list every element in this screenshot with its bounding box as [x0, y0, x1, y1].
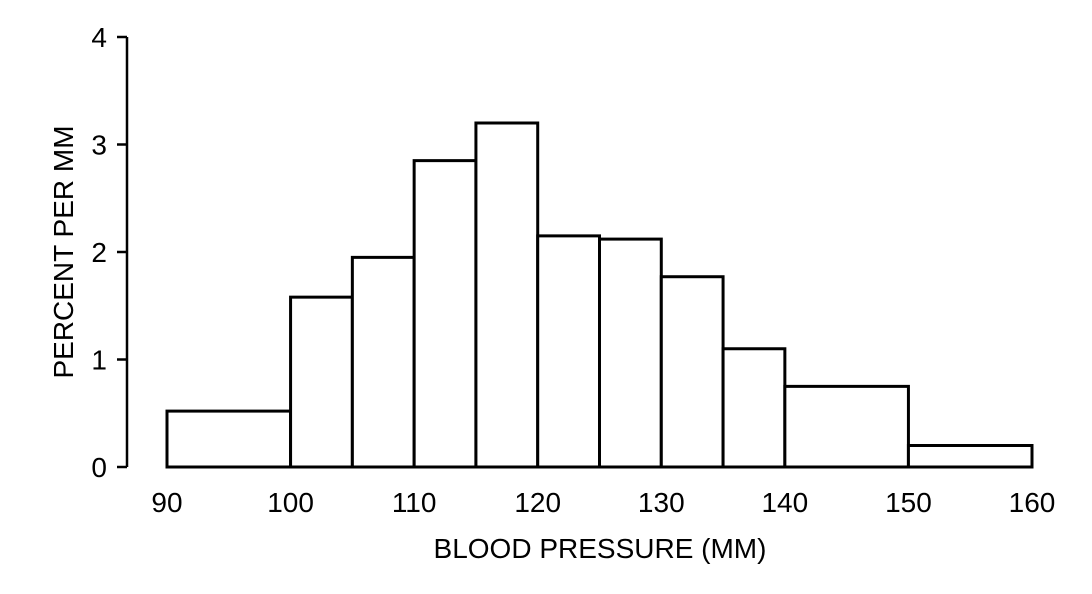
x-tick-label: 160 — [1009, 487, 1056, 518]
y-tick-label: 2 — [91, 237, 107, 268]
x-tick-label: 150 — [885, 487, 932, 518]
y-tick-label: 3 — [91, 130, 107, 161]
x-tick-label: 130 — [638, 487, 685, 518]
histogram-bar-135-140 — [721, 347, 787, 469]
x-tick-label: 90 — [151, 487, 182, 518]
histogram-bar-130-135 — [659, 275, 725, 469]
x-axis-label: BLOOD PRESSURE (MM) — [434, 533, 767, 564]
x-tick-label: 110 — [392, 487, 437, 518]
histogram-bars — [165, 121, 1034, 469]
histogram-bar-90-100 — [165, 409, 293, 469]
histogram-bar-125-130 — [598, 237, 663, 469]
y-axis: 0 1 2 3 4 — [91, 22, 129, 483]
x-axis: 90 100 110 120 130 140 150 160 — [151, 487, 1055, 518]
y-tick-label: 0 — [91, 452, 107, 483]
y-tick-label: 1 — [91, 345, 107, 376]
histogram-bar-100-105 — [289, 295, 354, 469]
x-tick-label: 120 — [514, 487, 561, 518]
x-tick-label: 140 — [761, 487, 808, 518]
y-axis-label: PERCENT PER MM — [48, 125, 79, 378]
histogram-bar-110-115 — [412, 159, 478, 469]
histogram-bar-105-110 — [350, 255, 416, 469]
histogram-bar-140-150 — [783, 384, 910, 469]
histogram-bar-150-160 — [906, 444, 1034, 469]
histogram-bar-115-120 — [474, 121, 540, 469]
y-tick-label: 4 — [91, 22, 107, 53]
x-tick-label: 100 — [267, 487, 314, 518]
histogram-bar-120-125 — [536, 234, 602, 469]
